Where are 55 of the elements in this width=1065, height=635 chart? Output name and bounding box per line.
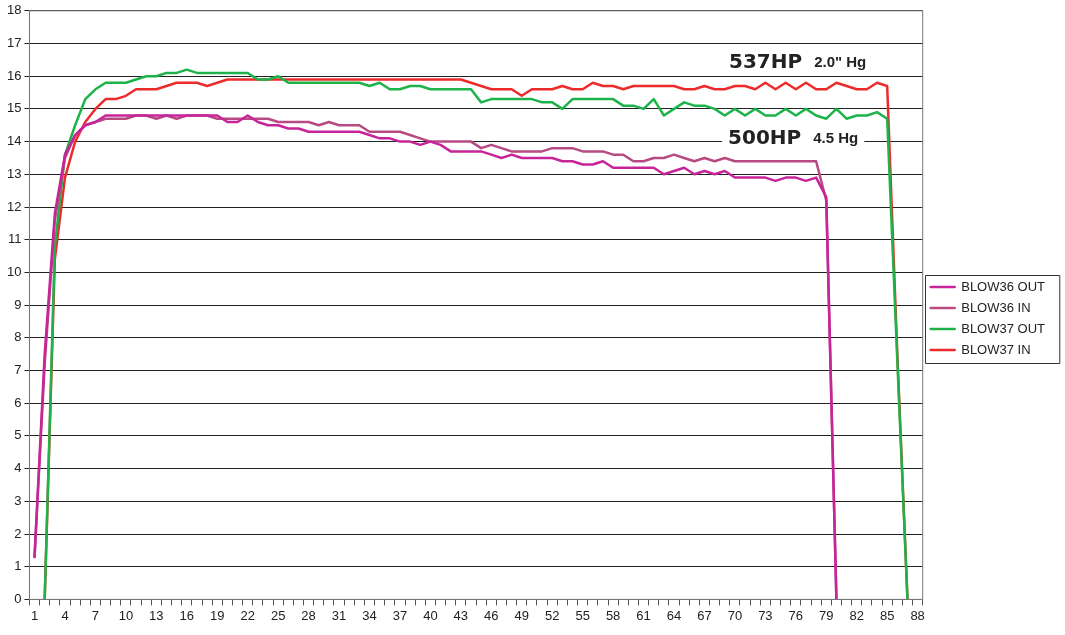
x-tick-label: 82 xyxy=(849,607,864,623)
x-tick-label: 34 xyxy=(362,607,377,623)
y-tick-label: 17 xyxy=(6,35,22,51)
x-tick-label: 61 xyxy=(636,607,651,623)
x-tick-label: 76 xyxy=(788,607,804,623)
x-tick-label: 73 xyxy=(758,607,773,623)
x-tick-label: 88 xyxy=(910,607,925,623)
x-tick-label: 13 xyxy=(149,607,164,623)
y-tick-label: 5 xyxy=(14,427,22,443)
y-tick-label: 16 xyxy=(6,67,22,83)
y-tick-label: 18 xyxy=(6,2,22,18)
x-tick-label: 1 xyxy=(30,607,39,623)
x-tick-label: 58 xyxy=(605,607,621,623)
legend-label: BLOW36 OUT xyxy=(961,278,1046,294)
x-tick-label: 55 xyxy=(575,607,590,623)
y-tick-label: 10 xyxy=(6,263,22,279)
annotation: 500HP 4.5 Hg xyxy=(728,125,859,150)
x-tick-label: 52 xyxy=(544,607,560,623)
x-tick-label: 64 xyxy=(666,607,682,623)
legend-label: BLOW37 OUT xyxy=(961,320,1046,336)
y-tick-label: 11 xyxy=(7,231,22,247)
x-tick-label: 31 xyxy=(331,607,347,623)
y-tick-label: 2 xyxy=(14,525,22,541)
x-tick-label: 70 xyxy=(727,607,743,623)
x-tick-label: 19 xyxy=(210,607,225,623)
x-tick-label: 46 xyxy=(484,607,499,623)
annotation: 537HP 2.0" Hg xyxy=(729,49,867,74)
x-tick-label: 25 xyxy=(270,607,286,623)
x-tick-label: 4 xyxy=(61,607,69,623)
x-tick-label: 49 xyxy=(514,607,529,623)
y-tick-label: 15 xyxy=(6,100,22,116)
x-tick-label: 10 xyxy=(118,607,134,623)
x-tick-label: 40 xyxy=(423,607,438,623)
y-tick-label: 3 xyxy=(14,492,22,508)
y-tick-label: 12 xyxy=(6,198,22,214)
x-tick-label: 43 xyxy=(453,607,469,623)
legend-label: BLOW37 IN xyxy=(961,341,1031,357)
x-tick-label: 28 xyxy=(301,607,316,623)
y-tick-label: 9 xyxy=(14,296,22,312)
y-tick-label: 1 xyxy=(14,558,22,574)
y-tick-label: 13 xyxy=(6,165,22,181)
y-tick-label: 0 xyxy=(14,590,22,606)
x-tick-label: 37 xyxy=(392,607,408,623)
x-tick-label: 16 xyxy=(179,607,195,623)
x-tick-label: 85 xyxy=(879,607,895,623)
y-tick-label: 4 xyxy=(14,460,22,476)
x-tick-label: 79 xyxy=(819,607,834,623)
x-tick-label: 22 xyxy=(240,607,255,623)
y-tick-label: 7 xyxy=(14,362,22,378)
y-tick-label: 8 xyxy=(14,329,22,345)
legend-label: BLOW36 IN xyxy=(961,299,1031,315)
y-tick-label: 6 xyxy=(14,394,22,410)
x-tick-label: 67 xyxy=(697,607,712,623)
x-tick-label: 7 xyxy=(91,607,100,623)
y-tick-label: 14 xyxy=(6,133,22,149)
